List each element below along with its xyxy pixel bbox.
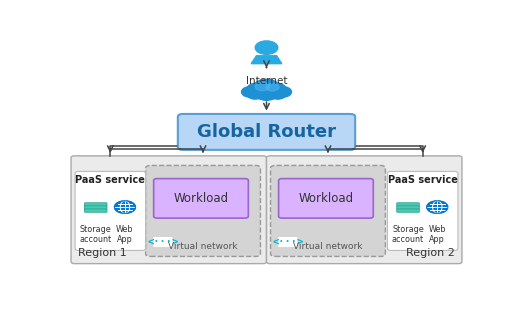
Circle shape: [270, 90, 286, 99]
Text: Virtual network: Virtual network: [168, 242, 237, 251]
Circle shape: [246, 83, 270, 97]
Circle shape: [255, 82, 270, 91]
Circle shape: [274, 87, 292, 97]
Text: Internet: Internet: [246, 76, 287, 86]
Text: Region 1: Region 1: [78, 248, 127, 258]
FancyBboxPatch shape: [397, 206, 419, 209]
FancyBboxPatch shape: [267, 156, 462, 264]
FancyBboxPatch shape: [279, 179, 373, 218]
Circle shape: [241, 87, 259, 97]
FancyBboxPatch shape: [84, 206, 107, 209]
Text: Region 2: Region 2: [406, 248, 455, 258]
FancyBboxPatch shape: [397, 203, 419, 206]
Text: <···>: <···>: [147, 237, 178, 247]
FancyBboxPatch shape: [278, 237, 298, 248]
FancyBboxPatch shape: [154, 179, 249, 218]
Circle shape: [254, 79, 279, 94]
Polygon shape: [251, 56, 282, 64]
FancyBboxPatch shape: [71, 156, 267, 264]
FancyBboxPatch shape: [270, 165, 385, 257]
FancyBboxPatch shape: [84, 203, 107, 206]
Text: Web
App: Web App: [116, 225, 134, 244]
Text: Storage
account: Storage account: [392, 225, 424, 244]
FancyBboxPatch shape: [178, 114, 355, 150]
FancyBboxPatch shape: [84, 209, 107, 212]
FancyBboxPatch shape: [387, 171, 458, 250]
Circle shape: [266, 83, 279, 91]
Circle shape: [255, 87, 278, 100]
Text: Storage
account: Storage account: [80, 225, 112, 244]
Circle shape: [427, 201, 448, 213]
FancyBboxPatch shape: [75, 171, 146, 250]
Circle shape: [247, 90, 263, 99]
Circle shape: [114, 201, 135, 213]
Text: Global Router: Global Router: [197, 123, 336, 141]
Text: <···>: <···>: [272, 237, 304, 247]
Text: Web
App: Web App: [428, 225, 446, 244]
Text: Workload: Workload: [298, 192, 354, 205]
Circle shape: [263, 83, 287, 97]
Text: Workload: Workload: [174, 192, 229, 205]
Text: Virtual network: Virtual network: [293, 242, 362, 251]
FancyBboxPatch shape: [153, 237, 173, 248]
FancyBboxPatch shape: [397, 209, 419, 212]
FancyBboxPatch shape: [146, 165, 261, 257]
Text: PaaS service: PaaS service: [388, 175, 458, 185]
Text: PaaS service: PaaS service: [75, 175, 145, 185]
Circle shape: [255, 41, 278, 54]
